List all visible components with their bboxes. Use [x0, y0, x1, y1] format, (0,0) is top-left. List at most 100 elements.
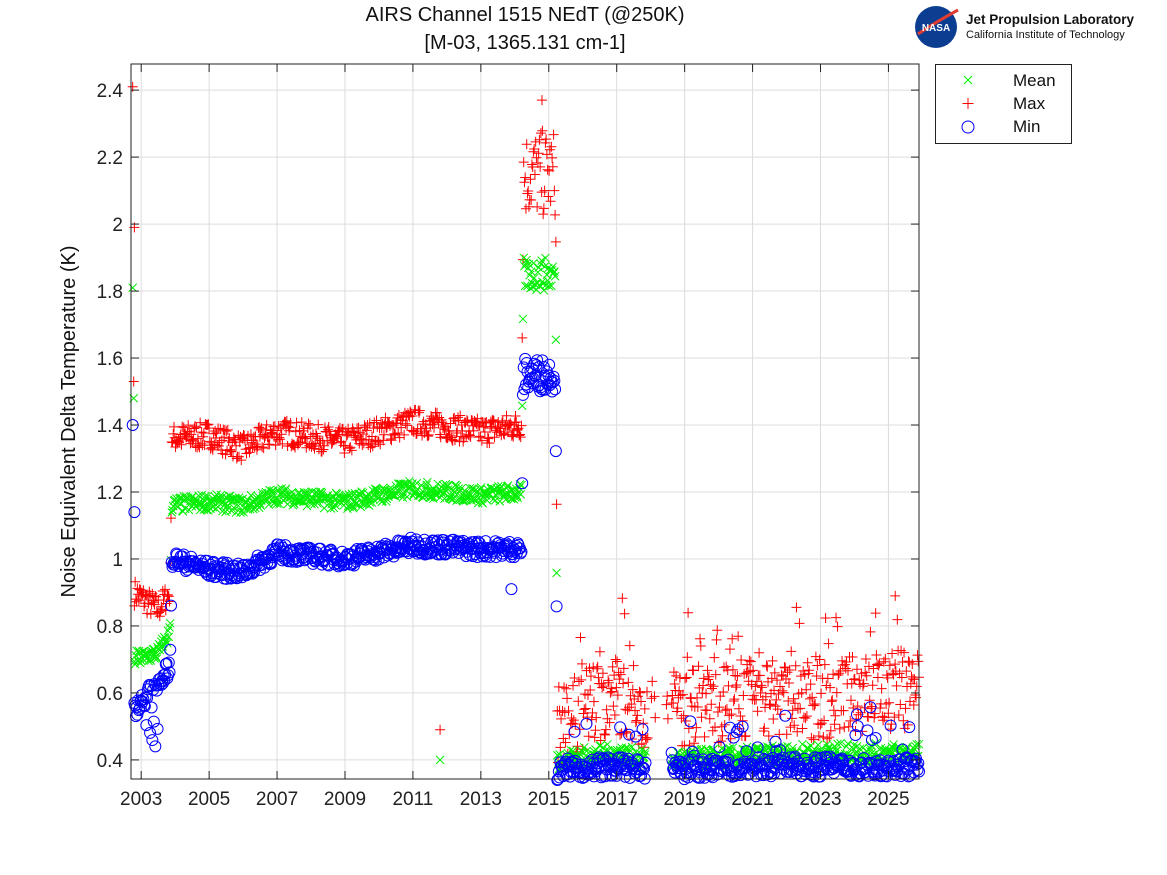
max-point — [291, 417, 302, 428]
max-point — [859, 702, 870, 713]
jpl-subtitle: California Institute of Technology — [966, 29, 1125, 41]
max-point — [580, 703, 591, 714]
max-point — [176, 439, 187, 450]
max-point — [709, 652, 720, 663]
max-point — [710, 669, 721, 680]
max-point — [460, 417, 471, 428]
max-point — [275, 434, 286, 445]
mean-point — [508, 485, 518, 494]
min-point — [160, 657, 173, 670]
legend-item-min: Min — [936, 115, 1071, 139]
max-point — [638, 718, 649, 729]
min-point — [752, 751, 765, 764]
max-point — [768, 713, 779, 724]
mean-point — [231, 508, 241, 518]
min-point — [348, 545, 361, 558]
max-point — [550, 236, 561, 247]
y-tick-label: 2.2 — [97, 148, 123, 169]
max-point — [238, 430, 249, 441]
max-point — [559, 682, 570, 693]
max-point — [189, 421, 200, 432]
min-point — [505, 583, 518, 596]
max-point — [610, 654, 621, 665]
max-point — [373, 437, 384, 448]
max-point — [776, 669, 787, 680]
min-point — [632, 762, 645, 775]
max-point — [371, 415, 382, 426]
max-point — [574, 676, 585, 687]
x-tick-label: 2017 — [596, 789, 638, 810]
max-point — [791, 602, 802, 613]
max-point — [515, 432, 526, 443]
max-point — [387, 429, 398, 440]
y-tick-label: 1.2 — [97, 483, 123, 504]
max-point — [254, 422, 265, 433]
max-point — [734, 723, 745, 734]
max-point — [686, 693, 697, 704]
max-point — [893, 710, 904, 721]
max-point — [695, 633, 706, 644]
max-point — [556, 713, 567, 724]
mean-point — [641, 747, 650, 756]
x-tick-label: 2009 — [324, 789, 366, 810]
max-point — [869, 712, 880, 723]
min-point — [629, 730, 642, 743]
min-point — [791, 755, 804, 768]
min-point — [503, 535, 516, 548]
max-point — [780, 662, 791, 673]
max-point — [765, 699, 776, 710]
max-point — [639, 703, 650, 714]
max-point — [636, 696, 647, 707]
max-point — [407, 410, 418, 421]
max-point — [816, 718, 827, 729]
max-point — [686, 701, 697, 712]
max-point — [795, 703, 806, 714]
min-point — [580, 717, 593, 730]
max-point — [272, 434, 283, 445]
max-point — [695, 641, 706, 652]
mean-point — [627, 742, 637, 752]
min-point — [740, 745, 753, 758]
max-point — [782, 667, 793, 678]
max-point — [748, 690, 759, 701]
max-point — [597, 668, 608, 679]
max-point — [628, 660, 639, 671]
mean-point — [780, 742, 790, 752]
max-point — [740, 730, 751, 741]
max-point — [739, 731, 750, 742]
max-point — [468, 425, 479, 436]
max-point — [683, 607, 694, 618]
min-point — [903, 721, 916, 734]
min-point — [516, 477, 529, 490]
max-point — [759, 723, 770, 734]
max-point — [841, 656, 852, 667]
mean-point — [783, 741, 792, 751]
x-tick-label: 2005 — [188, 789, 230, 810]
max-point — [828, 669, 839, 680]
max-point — [688, 665, 699, 676]
max-point — [750, 681, 761, 692]
max-point — [732, 671, 743, 682]
max-point — [302, 423, 313, 434]
min-point — [568, 725, 581, 738]
max-point — [593, 672, 604, 683]
max-point — [536, 187, 547, 198]
mean-point — [582, 746, 591, 756]
mean-point — [516, 490, 526, 499]
max-point — [618, 678, 629, 689]
max-point — [848, 674, 859, 685]
max-point — [677, 689, 688, 700]
max-point — [724, 644, 735, 655]
max-point — [575, 632, 586, 643]
max-point — [598, 681, 609, 692]
mean-point — [209, 496, 219, 505]
plus-marker-icon — [962, 98, 974, 109]
min-point — [673, 756, 686, 769]
min-point — [446, 546, 459, 559]
min-point — [147, 715, 160, 728]
max-point — [508, 431, 519, 442]
max-point — [751, 676, 762, 687]
chart-title: AIRS Channel 1515 NEdT (@250K) — [365, 4, 685, 26]
max-point — [537, 125, 548, 136]
max-point — [252, 441, 263, 452]
